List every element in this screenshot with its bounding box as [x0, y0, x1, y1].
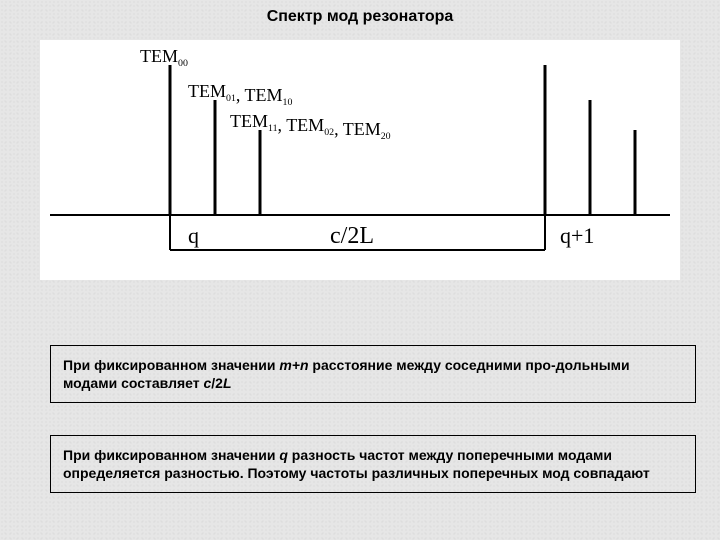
- mode-label-0: TEM00: [140, 46, 188, 69]
- mode-label-2: TEM11, TEM02, TEM20: [230, 111, 391, 142]
- q1-label: q+1: [560, 223, 594, 248]
- spectrum-svg: TEM00TEM01, TEM10 TEM11, TEM02, TEM20 q q+1…: [40, 40, 680, 280]
- c-over-2L-label: c/2L: [330, 223, 374, 249]
- note-transverse: При фиксированном значении q разность ча…: [50, 435, 696, 493]
- mode-label-1: TEM01, TEM10: [188, 81, 292, 108]
- page-title: Спектр мод резонатора: [0, 8, 720, 26]
- spectrum-chart: TEM00TEM01, TEM10 TEM11, TEM02, TEM20 q q+1…: [40, 40, 680, 280]
- q-label: q: [188, 223, 199, 248]
- note-longitudinal: При фиксированном значении m+n расстояни…: [50, 345, 696, 403]
